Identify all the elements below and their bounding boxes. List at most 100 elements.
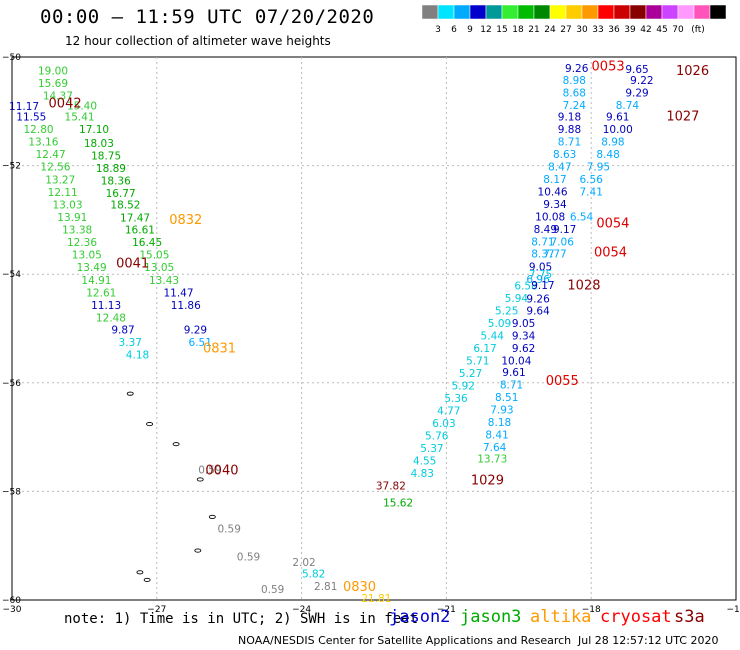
colorbar-label: 30 [576,25,588,35]
wave-height-value: 15.62 [383,497,413,509]
wave-height-value: 13.03 [52,200,82,212]
wave-height-value: 16.45 [132,237,162,249]
wave-height-value: 9.64 [526,306,550,318]
wave-height-value: 5.09 [488,318,511,330]
wave-height-value: 9.05 [529,262,552,274]
wave-height-value: 9.29 [184,325,207,337]
x-tick-label: −27 [147,605,166,615]
wave-height-value: 18.36 [101,175,131,187]
pass-time-label: 1029 [471,473,504,488]
wave-height-value: 0.59 [237,552,260,564]
island-outline [208,514,216,519]
plot-frame [11,56,737,601]
wave-height-value: 15.05 [139,250,169,262]
wave-height-value: 13.91 [57,212,87,224]
wave-height-value: 13.49 [77,262,107,274]
wave-height-value: 9.62 [512,343,535,355]
legend-altika: altika [530,607,592,627]
island-outline [196,477,204,482]
wave-height-value: 12.61 [86,288,116,300]
wave-height-value: 17.10 [79,124,109,136]
legend-s3a: s3a [674,607,705,627]
wave-height-value: 8.37 [531,249,554,261]
wave-height-value: 0.59 [218,523,241,535]
wave-height-value: 13.16 [28,137,58,149]
wave-height-value: 9.88 [558,124,581,136]
wave-height-value: 19.00 [38,66,68,78]
island-outline [143,577,151,582]
y-tick-label: −56 [2,379,21,389]
pass-time-label: 0832 [169,213,202,228]
wave-height-value: 7.93 [490,404,513,416]
wave-height-value: 12.36 [67,237,97,249]
legend-jason2: jason2 [389,607,451,627]
colorbar-label: 3 [435,25,441,35]
pass-time-label: 1026 [676,64,709,79]
wave-height-value: 9.17 [531,280,554,292]
colorbar-label: 70 [672,25,684,35]
wave-height-value: 16.61 [125,225,155,237]
wave-height-value: 18.52 [110,200,140,212]
pass-time-label: 1027 [666,110,699,125]
wave-height-value: 7.77 [543,249,566,261]
wave-height-value: 5.27 [459,368,482,380]
wave-height-value: 8.98 [563,75,586,87]
wave-height-value: 6.54 [570,212,594,224]
wave-height-value: 9.61 [502,367,525,379]
wave-height-value: 18.89 [96,163,126,175]
pass-time-label: 0041 [116,256,149,271]
wave-height-value: 13.43 [149,275,179,287]
colorbar-label: 27 [560,25,571,35]
wave-height-value: 9.18 [558,112,581,124]
wave-height-value: 9.26 [526,294,550,306]
wave-height-value: 18.03 [84,138,114,150]
wave-height-value: 11.86 [171,300,201,312]
wave-height-value: 2.02 [292,557,315,569]
island-outline [136,570,144,575]
island-outline [146,422,154,427]
wave-height-value: 9.34 [543,199,567,211]
y-tick-label: −52 [2,162,21,172]
wave-height-value: 9.61 [606,112,629,124]
wave-height-value: 7.64 [483,442,507,454]
colorbar-label: (ft) [691,25,705,35]
pass-time-label: 1028 [567,279,600,294]
wave-height-value: 5.37 [420,443,443,455]
colorbar-label: 15 [496,25,507,35]
wave-height-value: 11.47 [163,288,193,300]
pass-time-label: 0054 [594,245,627,260]
legend-cryosat: cryosat [600,607,672,627]
wave-height-value: 8.71 [531,237,554,249]
wave-height-value: 37.82 [376,480,406,492]
wave-height-value: 9.87 [111,325,134,337]
wave-height-value: 12.80 [24,124,54,136]
wave-height-value: 5.82 [302,568,325,580]
wave-height-value: 7.41 [580,187,603,199]
colorbar-label: 9 [467,25,473,35]
wave-height-value: 8.71 [558,137,581,149]
y-tick-label: −50 [2,53,21,63]
wave-height-value: 9.17 [553,224,576,236]
wave-height-value: 9.05 [512,318,535,330]
pass-time-label: 0830 [343,580,376,595]
colorbar-label: 33 [592,25,603,35]
footer-source: NOAA/NESDIS Center for Satellite Applica… [238,634,572,647]
chart-title: 00:00 — 11:59 UTC 07/20/2020 [40,6,375,28]
wave-height-value: 9.26 [565,63,589,75]
wave-height-value: 7.06 [551,237,575,249]
x-tick-label: −18 [582,605,601,615]
wave-height-value: 9.29 [625,87,648,99]
wave-height-value: 10.04 [501,356,531,368]
wave-height-value: 0.59 [261,584,284,596]
wave-height-value: 6.17 [473,343,496,355]
wave-height-value: 21.81 [361,593,391,605]
wave-height-value: 13.38 [62,225,92,237]
colorbar-label: 42 [640,25,651,35]
wave-height-value: 5.36 [444,393,468,405]
footer-timestamp: Jul 28 12:57:12 UTC 2020 [578,634,719,647]
wave-height-value: 5.76 [425,430,449,442]
x-tick-label: −30 [3,605,22,615]
wave-height-value: 3.37 [119,337,142,349]
wave-height-value: 7.75 [529,269,552,281]
